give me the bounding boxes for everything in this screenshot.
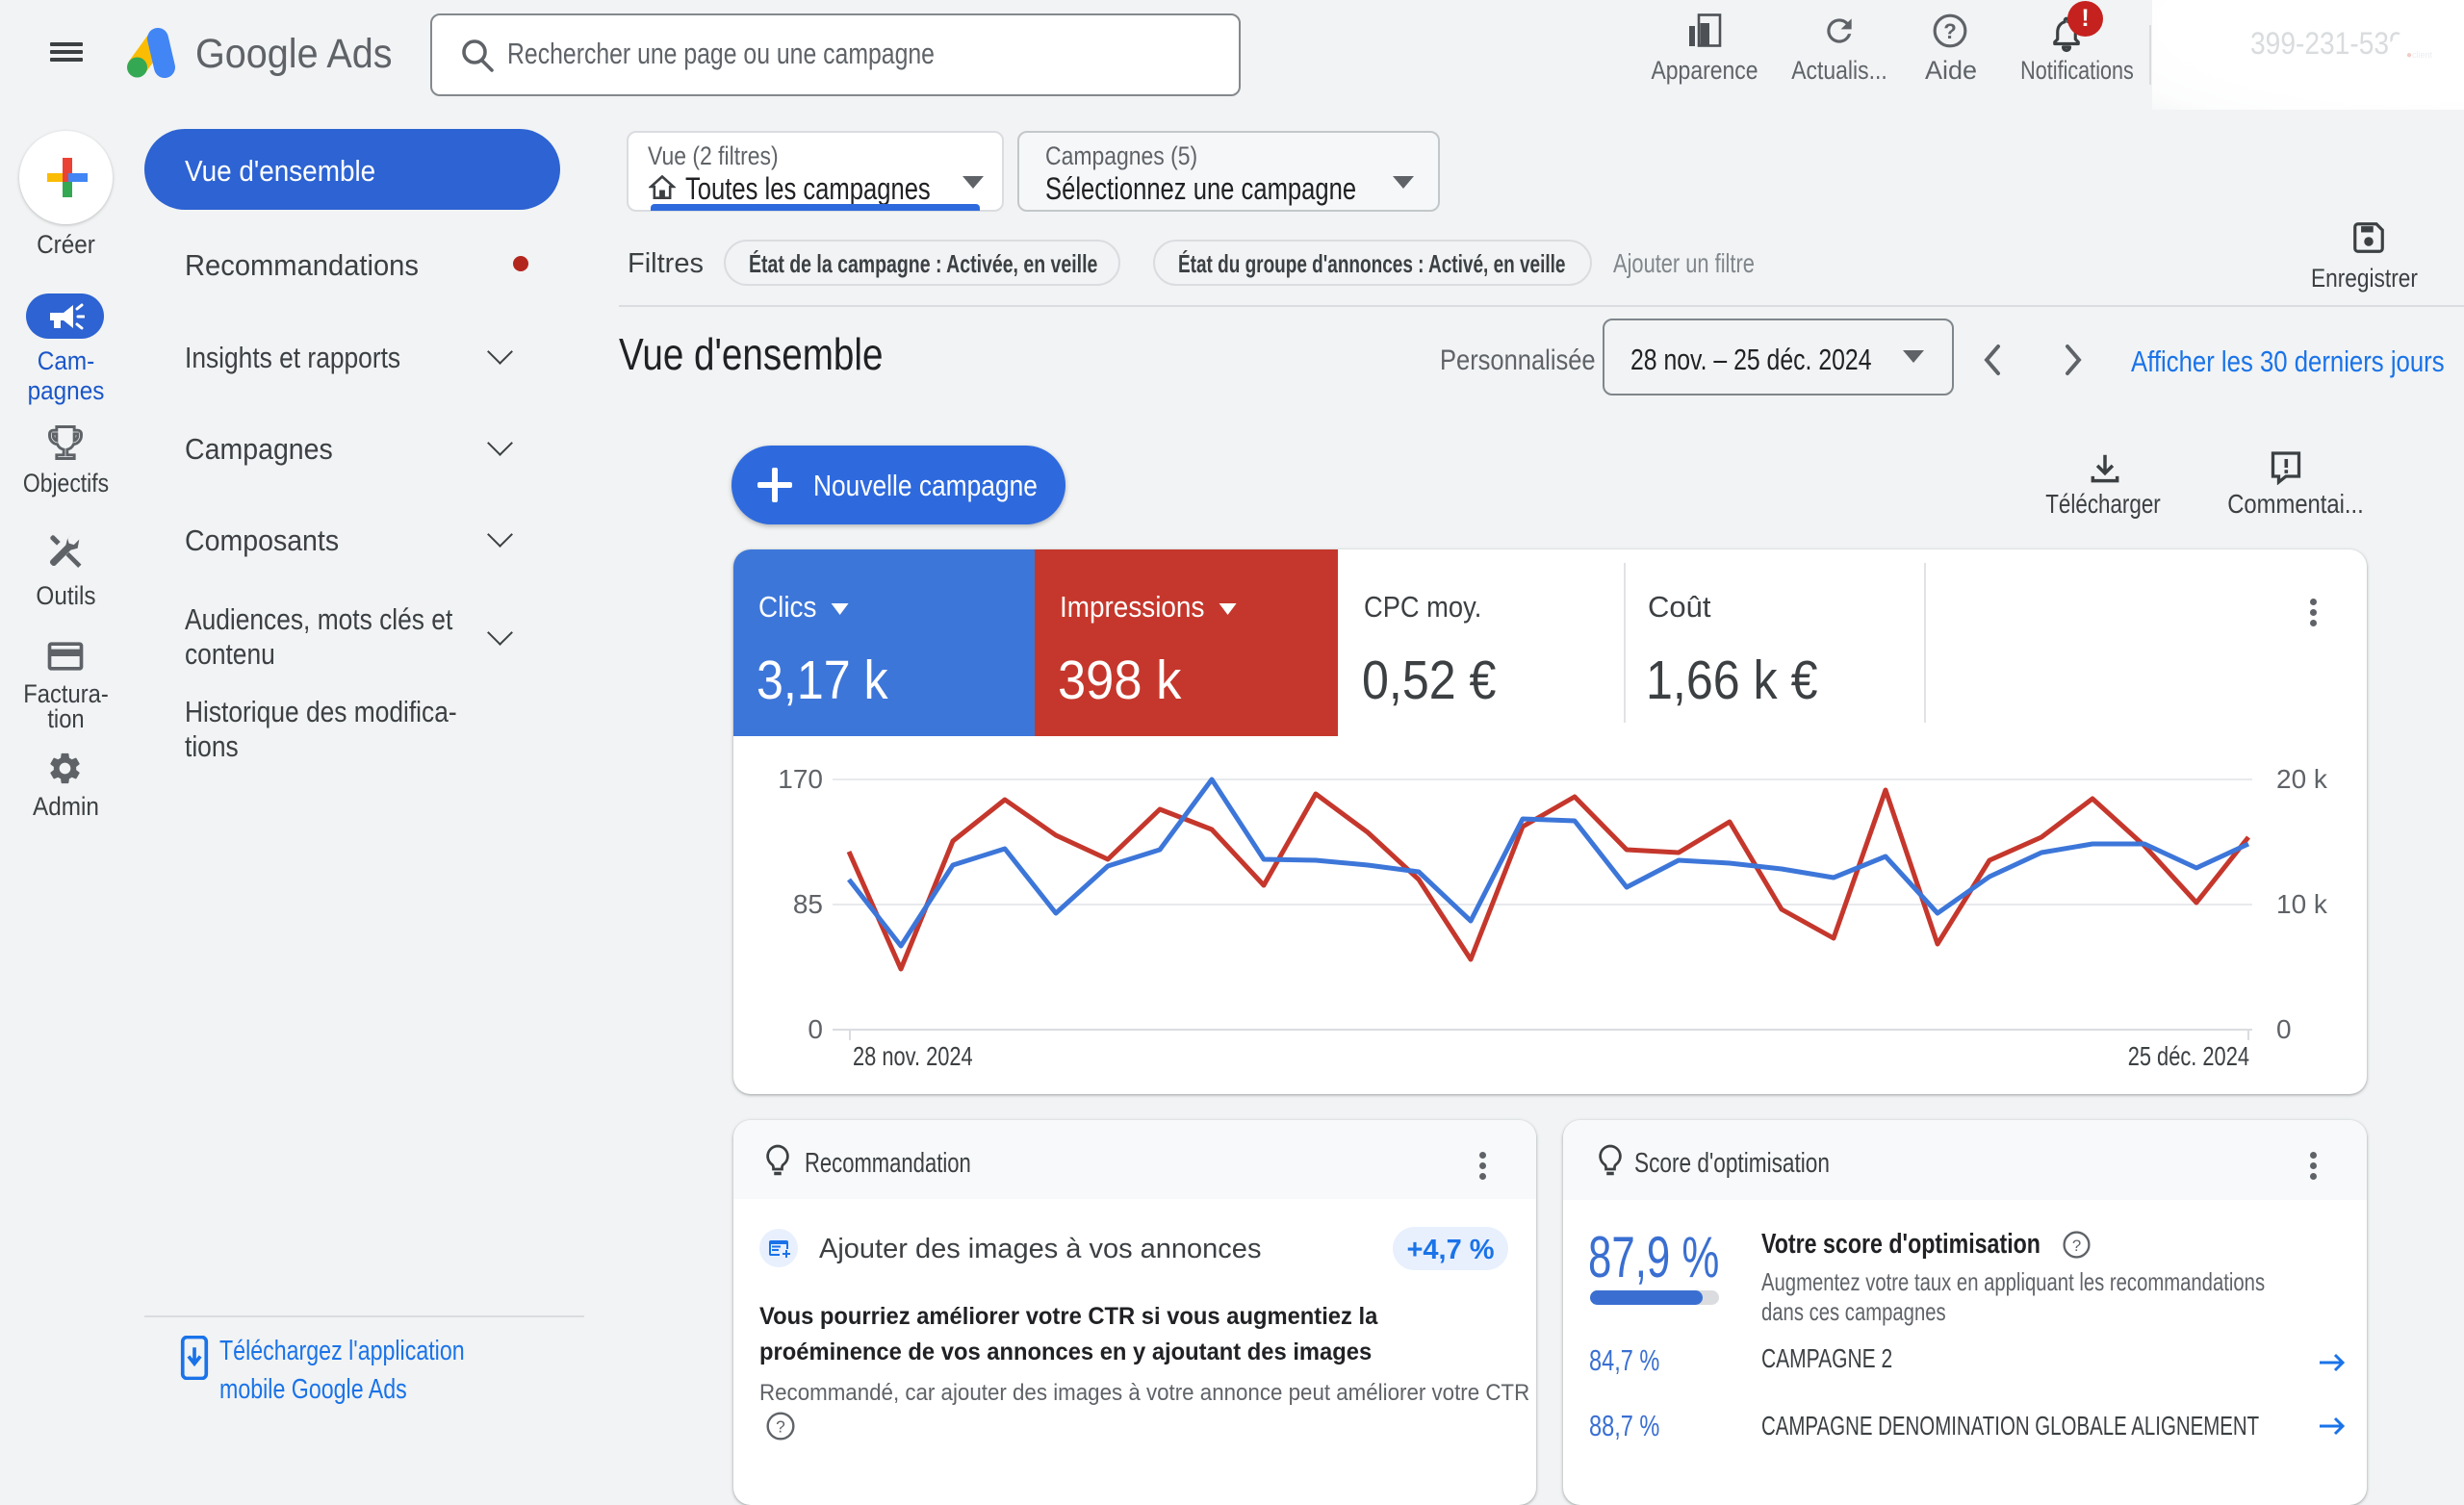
svg-text:?: ? — [776, 1417, 785, 1437]
svg-text:?: ? — [1943, 19, 1957, 43]
svg-text:?: ? — [2072, 1237, 2081, 1255]
